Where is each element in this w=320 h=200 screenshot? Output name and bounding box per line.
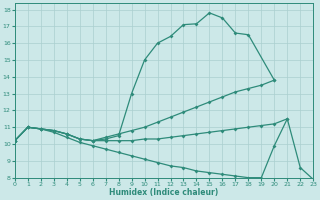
- X-axis label: Humidex (Indice chaleur): Humidex (Indice chaleur): [109, 188, 219, 197]
